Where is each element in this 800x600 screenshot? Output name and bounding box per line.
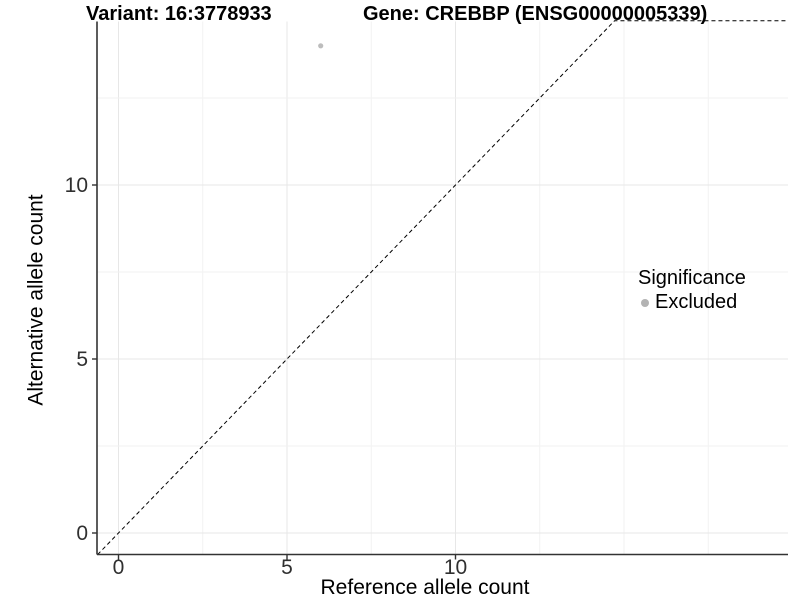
legend-item-label: Excluded: [655, 291, 738, 313]
x-tick-label: 0: [113, 556, 125, 579]
y-tick-label: 0: [76, 522, 88, 545]
plot-title-gene: Gene: CREBBP (ENSG00000005339): [363, 3, 708, 25]
legend-title: Significance: [638, 267, 746, 289]
data-point: [318, 43, 324, 49]
x-tick-label: 10: [444, 556, 467, 579]
excluded-point-swatch-icon: [641, 298, 649, 307]
x-tick-label: 5: [281, 556, 293, 579]
legend: Significance Excluded: [638, 266, 746, 314]
y-axis-title: Alternative allele count: [24, 194, 48, 406]
plot-title-variant: Variant: 16:3778933: [86, 3, 272, 25]
x-axis-title: Reference allele count: [320, 576, 530, 599]
y-tick-label: 5: [76, 348, 88, 371]
legend-item-excluded: Excluded: [638, 291, 746, 314]
identity-line: [97, 20, 788, 555]
y-tick-label: 10: [65, 174, 88, 197]
